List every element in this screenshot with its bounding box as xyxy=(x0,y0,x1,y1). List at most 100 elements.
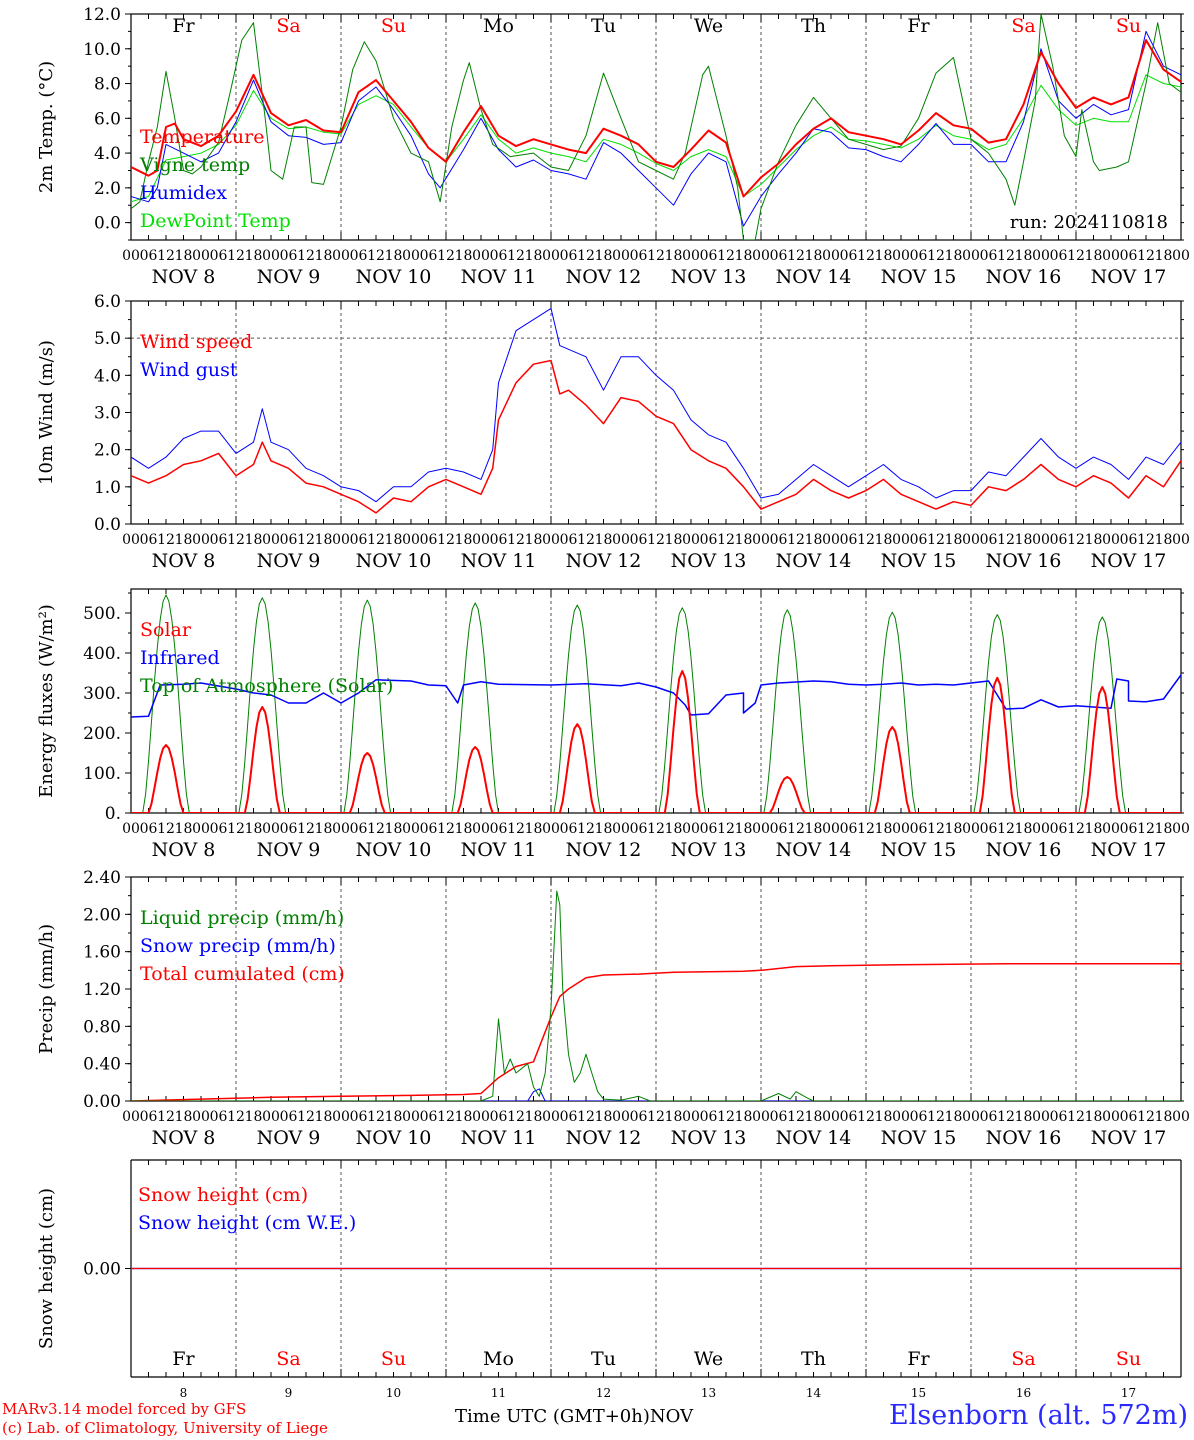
weekday-label: Th xyxy=(801,15,826,37)
hour-tick-label: 00 xyxy=(262,248,280,264)
hour-tick-label: 18 xyxy=(735,248,753,264)
hour-tick-label: 06 xyxy=(490,248,508,264)
hour-tick-label: 00 xyxy=(192,821,210,837)
legend-entry: Temperature xyxy=(140,126,264,148)
hour-tick-label: 12 xyxy=(297,821,315,837)
hour-tick-label: 00 xyxy=(1032,1109,1050,1125)
date-label: NOV 8 xyxy=(152,266,216,288)
hour-tick-label: 06 xyxy=(280,821,298,837)
hour-tick-label: 18 xyxy=(665,1109,683,1125)
series-line-total-cumulated-cm- xyxy=(131,963,1181,1101)
hour-tick-label: 00 xyxy=(1102,532,1120,548)
series-line-wind-gust xyxy=(131,307,1181,503)
date-label: NOV 15 xyxy=(881,839,957,861)
hour-tick-label: 18 xyxy=(455,1109,473,1125)
hour-tick-label: 06 xyxy=(350,1109,368,1125)
y-tick-label: 8.0 xyxy=(94,75,121,95)
date-label: NOV 10 xyxy=(356,550,432,572)
weekday-label: Fr xyxy=(172,15,195,37)
hour-tick-label: 12 xyxy=(927,532,945,548)
hour-tick-label: 12 xyxy=(997,1109,1015,1125)
legend-entry: Snow precip (mm/h) xyxy=(140,935,336,957)
legend-entry: Liquid precip (mm/h) xyxy=(140,907,344,929)
date-label: NOV 12 xyxy=(566,839,642,861)
hour-tick-label: 06 xyxy=(1120,1109,1138,1125)
bottom-day-number: 10 xyxy=(386,1386,401,1400)
hour-tick-label: 12 xyxy=(1067,821,1085,837)
hour-tick-label: 06 xyxy=(980,248,998,264)
hour-tick-label: 00 xyxy=(1102,248,1120,264)
hour-tick-label: 00 xyxy=(262,1109,280,1125)
hour-tick-label: 12 xyxy=(857,248,875,264)
hour-tick-label: 06 xyxy=(700,532,718,548)
hour-tick-label: 12 xyxy=(227,248,245,264)
bottom-day-number: 14 xyxy=(806,1386,822,1400)
hour-tick-label: 00 xyxy=(1172,248,1190,264)
hour-tick-label: 00 xyxy=(1172,821,1190,837)
x-axis-label-suffix: NOV xyxy=(649,1406,694,1427)
hour-tick-label: 12 xyxy=(157,248,175,264)
y-tick-label: 1.60 xyxy=(83,943,121,963)
hour-tick-label: 06 xyxy=(140,248,158,264)
hour-tick-label: 12 xyxy=(1137,248,1155,264)
hour-tick-label: 12 xyxy=(717,532,735,548)
hour-tick-label: 12 xyxy=(1067,1109,1085,1125)
hour-tick-label: 06 xyxy=(1120,248,1138,264)
hour-tick-label: 00 xyxy=(1032,532,1050,548)
date-label: NOV 15 xyxy=(881,1127,957,1149)
hour-tick-label: 00 xyxy=(472,248,490,264)
hour-tick-label: 06 xyxy=(840,821,858,837)
hour-tick-label: 06 xyxy=(420,532,438,548)
hour-tick-label: 18 xyxy=(875,1109,893,1125)
hour-tick-label: 12 xyxy=(297,1109,315,1125)
hour-tick-label: 06 xyxy=(910,821,928,837)
hour-tick-label: 00 xyxy=(1032,248,1050,264)
date-label: NOV 9 xyxy=(257,266,321,288)
plot-frame xyxy=(130,588,1182,814)
weekday-label: Sa xyxy=(276,15,300,37)
date-label: NOV 12 xyxy=(566,550,642,572)
date-label: NOV 15 xyxy=(881,550,957,572)
hour-tick-label: 00 xyxy=(542,821,560,837)
hour-tick-label: 06 xyxy=(980,821,998,837)
y-tick-label: 2.00 xyxy=(83,905,121,925)
weekday-label: We xyxy=(694,15,723,37)
hour-tick-label: 12 xyxy=(297,532,315,548)
hour-tick-label: 00 xyxy=(542,532,560,548)
y-axis-label: Energy fluxes (W/m²) xyxy=(36,604,57,798)
date-label: NOV 9 xyxy=(257,839,321,861)
hour-tick-label: 06 xyxy=(770,1109,788,1125)
y-axis-label: Precip (mm/h) xyxy=(36,924,57,1054)
legend-entry: Wind gust xyxy=(140,359,238,381)
hour-tick-label: 06 xyxy=(490,532,508,548)
y-tick-label: 2.0 xyxy=(94,179,121,199)
hour-tick-label: 18 xyxy=(1015,248,1033,264)
hour-tick-label: 06 xyxy=(140,1109,158,1125)
hour-tick-label: 00 xyxy=(472,1109,490,1125)
snow-weekday-label: Th xyxy=(801,1348,826,1370)
y-tick-label: 4.0 xyxy=(94,366,121,386)
hour-tick-label: 12 xyxy=(437,532,455,548)
y-tick-label: 0.00 xyxy=(83,1092,121,1112)
hour-tick-label: 18 xyxy=(595,1109,613,1125)
hour-tick-label: 06 xyxy=(420,821,438,837)
hour-tick-label: 06 xyxy=(630,248,648,264)
date-label: NOV 13 xyxy=(671,1127,747,1149)
hour-tick-label: 12 xyxy=(507,532,525,548)
hour-tick-label: 12 xyxy=(507,821,525,837)
hour-tick-label: 18 xyxy=(735,821,753,837)
bottom-day-number: 15 xyxy=(911,1386,926,1400)
hour-tick-label: 00 xyxy=(612,1109,630,1125)
y-tick-label: 500. xyxy=(83,604,121,624)
date-label: NOV 13 xyxy=(671,266,747,288)
hour-tick-label: 12 xyxy=(577,821,595,837)
date-label: NOV 9 xyxy=(257,1127,321,1149)
y-tick-label: 300. xyxy=(83,684,121,704)
hour-tick-label: 12 xyxy=(507,248,525,264)
hour-tick-label: 06 xyxy=(1050,821,1068,837)
y-tick-label: 0.0 xyxy=(94,515,121,535)
hour-tick-label: 18 xyxy=(805,248,823,264)
y-tick-label: 6.0 xyxy=(94,109,121,129)
hour-tick-label: 00 xyxy=(892,1109,910,1125)
hour-tick-label: 12 xyxy=(1067,532,1085,548)
